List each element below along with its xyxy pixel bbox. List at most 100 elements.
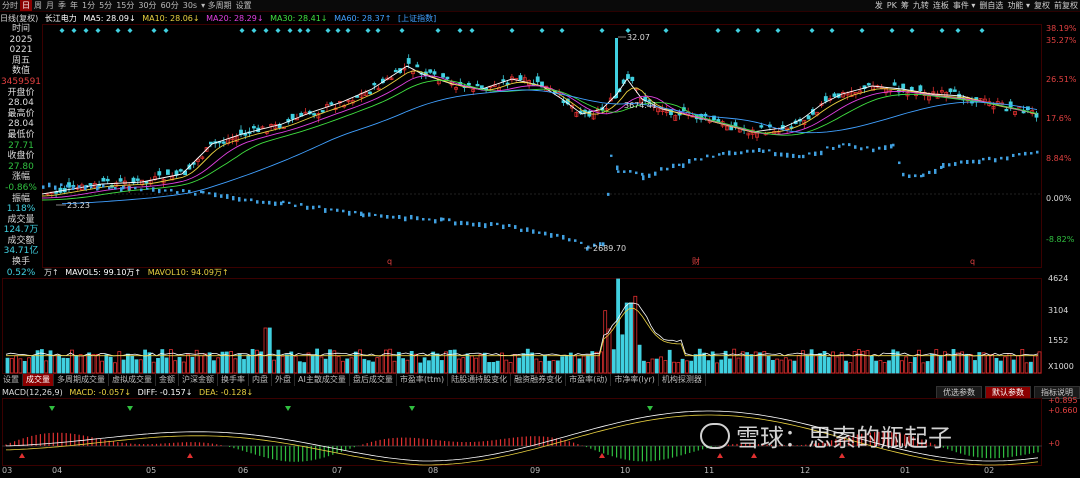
diff-value: DIFF: -0.157↓ (137, 388, 193, 397)
ma30-value: MA30: 28.41↓ (270, 14, 328, 23)
tool-button[interactable]: 事件 ▾ (952, 1, 976, 10)
candle-body (135, 178, 140, 181)
diamond-marker (345, 28, 351, 33)
indicator-tab[interactable]: 机构探测器 (659, 374, 706, 386)
volume-bar (986, 354, 990, 374)
indicator-tab[interactable]: 换手率 (218, 374, 249, 386)
candle-body (466, 82, 471, 86)
period-tab[interactable]: 30s (182, 1, 198, 10)
period-tab[interactable]: 设置 (235, 1, 252, 10)
tool-button[interactable]: 复权 (1034, 1, 1050, 10)
period-tab[interactable]: 30分 (138, 1, 157, 10)
period-tab[interactable]: 15分 (116, 1, 135, 10)
index-candle (1024, 151, 1027, 156)
indicator-tab[interactable]: 陆股通持股变化 (448, 374, 512, 386)
candle-body (918, 85, 923, 92)
volume-frame (2, 278, 1042, 374)
candle-body (540, 81, 544, 88)
indicator-tab[interactable]: 内盘 (249, 374, 272, 386)
volume-bar (762, 351, 767, 374)
volume-bar (173, 360, 178, 374)
tool-button[interactable]: 前复权 (1054, 1, 1078, 10)
price-axis: 38.19% 35.27% 26.51% 17.6% 8.84% 0.00% -8.82% (1044, 24, 1080, 268)
period-tab[interactable]: 年 (70, 1, 78, 10)
candle-body (118, 178, 123, 182)
candle-body (312, 113, 317, 116)
volume-bar (35, 350, 40, 374)
volume-bar (418, 362, 423, 374)
period-tab[interactable]: 60分 (160, 1, 179, 10)
indicator-tab[interactable]: 盘后成交量 (350, 374, 397, 386)
indicator-tab[interactable]: 市盈率(动) (566, 374, 612, 386)
volume-chart[interactable] (2, 278, 1042, 374)
tool-button[interactable]: 发 (874, 1, 883, 10)
volume-bar (766, 355, 771, 374)
index-candle (890, 144, 893, 149)
index-candle (208, 192, 211, 195)
index-candle (374, 213, 377, 216)
price-chart[interactable]: 32.07 23.23 2689.70 3674.41 q 财 q (42, 24, 1042, 268)
tool-button[interactable]: 九转 (912, 1, 929, 10)
tool-button[interactable]: 筹 (900, 1, 909, 10)
indicator-tab[interactable]: AI主散成交量 (295, 374, 350, 386)
volume-bar (990, 354, 995, 374)
period-tab[interactable]: 月 (46, 1, 54, 10)
tool-button[interactable]: 连板 (932, 1, 949, 10)
mavol10-line (6, 307, 1038, 357)
chart-type-label[interactable]: 日线(复权) (0, 14, 39, 23)
macd-chart[interactable] (2, 398, 1042, 466)
tool-button[interactable]: 功能 ▾ (1007, 1, 1030, 10)
volume-bar (1016, 355, 1020, 374)
quote-field: 34.71亿 (3, 246, 39, 257)
index-candle (746, 149, 749, 153)
mavol5-value: MAVOL5: 99.10万↑ (65, 268, 142, 277)
index-overlay-label[interactable]: [上证指数] (398, 14, 437, 23)
index-candle (122, 185, 125, 190)
period-tab[interactable]: ▾ 多周期 (201, 1, 232, 10)
macd-name[interactable]: MACD(12,26,9) (2, 388, 63, 397)
volume-bar (224, 351, 229, 374)
index-candle (774, 152, 777, 157)
index-candle (502, 224, 505, 230)
tool-button[interactable]: 删自选 (979, 1, 1004, 10)
candle-body (101, 177, 106, 182)
month-label: 01 (900, 466, 911, 475)
period-tab[interactable]: 分时 (2, 1, 18, 10)
indicator-tab[interactable]: 市净率(lyr) (611, 374, 659, 386)
candle-body (535, 76, 540, 83)
volume-bar (1020, 349, 1025, 374)
indicator-tab[interactable]: 设置 (0, 374, 23, 386)
volume-bar (556, 360, 560, 374)
volume-bar (646, 362, 651, 374)
price-frame (42, 24, 1042, 268)
index-candle (102, 184, 105, 188)
period-tab[interactable]: 1分 (82, 1, 96, 10)
period-tab[interactable]: 季 (58, 1, 66, 10)
candle-body (316, 113, 321, 119)
indicator-tab[interactable]: 虚拟成交量 (109, 374, 156, 386)
indicator-tab[interactable]: 融资融券变化 (511, 374, 567, 386)
indicator-tab[interactable]: 金额 (156, 374, 179, 386)
period-tab[interactable]: 日 (20, 0, 32, 11)
diamond-marker (955, 28, 961, 33)
volume-bar (151, 361, 156, 374)
candle-body (389, 77, 394, 81)
candle-body (832, 93, 837, 97)
index-candle (908, 174, 911, 178)
volume-bar (831, 351, 835, 374)
diamond-marker (297, 28, 303, 33)
volume-bar (809, 349, 814, 374)
indicator-tab[interactable]: 多周期成交量 (54, 374, 109, 386)
indicator-tab[interactable]: 市盈率(ttm) (397, 374, 449, 386)
quote-field: 2025 (9, 34, 33, 45)
diamond-marker (239, 28, 245, 33)
indicator-tab[interactable]: 沪深金额 (179, 374, 218, 386)
period-tab[interactable]: 周 (34, 1, 42, 10)
volume-bar (267, 327, 272, 374)
index-candle (786, 152, 789, 158)
indicator-tab[interactable]: 成交量 (23, 374, 54, 386)
period-tab[interactable]: 5分 (99, 1, 113, 10)
tool-button[interactable]: PK (886, 1, 897, 10)
indicator-tab[interactable]: 外盘 (272, 374, 295, 386)
signal-arrow-icon (751, 453, 757, 458)
